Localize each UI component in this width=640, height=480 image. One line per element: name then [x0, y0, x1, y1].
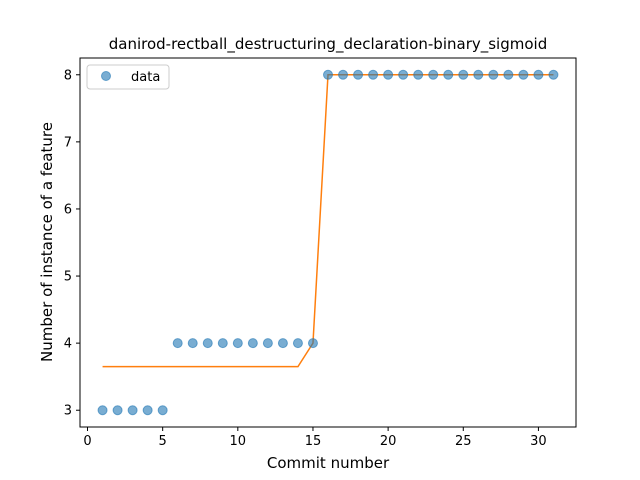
y-axis-label: Number of instance of a feature	[38, 122, 56, 362]
data-point	[368, 69, 379, 80]
x-tick-label: 10	[230, 434, 247, 449]
y-tick-label: 6	[64, 202, 72, 217]
data-point	[458, 69, 469, 80]
x-axis-label: Commit number	[267, 454, 390, 472]
data-point	[413, 69, 424, 80]
data-point	[473, 69, 484, 80]
chart-title: danirod-rectball_destructuring_declarati…	[109, 35, 547, 54]
x-tick-label: 25	[455, 434, 472, 449]
data-point	[548, 69, 559, 80]
data-point	[533, 69, 544, 80]
data-point	[353, 69, 364, 80]
y-tick-label: 3	[64, 404, 72, 419]
x-tick-label: 15	[305, 434, 322, 449]
data-point	[488, 69, 499, 80]
data-point	[232, 338, 243, 349]
data-point	[307, 338, 318, 349]
data-point	[323, 69, 333, 80]
y-tick-label: 8	[64, 68, 72, 83]
x-tick-label: 30	[530, 434, 547, 449]
data-point	[518, 69, 529, 80]
y-axis: 3 4 5 6 7 8	[64, 68, 80, 419]
data-point	[247, 338, 258, 349]
data-point	[398, 69, 409, 80]
x-axis: 0 5 10 15 20 25 30	[83, 427, 547, 449]
x-tick-label: 5	[159, 434, 167, 449]
data-point	[338, 69, 349, 80]
data-point	[97, 405, 108, 416]
data-point	[292, 338, 303, 349]
x-tick-label: 0	[83, 434, 91, 449]
data-point	[127, 405, 138, 416]
data-point	[428, 69, 439, 80]
legend-label: data	[131, 70, 160, 85]
legend: data	[86, 64, 170, 90]
data-point	[277, 338, 288, 349]
data-point	[112, 405, 123, 416]
x-tick-label: 20	[380, 434, 397, 449]
y-tick-label: 5	[64, 270, 72, 285]
data-point	[187, 338, 198, 349]
data-point	[217, 338, 228, 349]
legend-box	[86, 64, 170, 90]
data-point	[202, 338, 213, 349]
y-tick-label: 4	[64, 337, 72, 352]
axes-frame	[79, 57, 577, 428]
plot-area	[97, 69, 559, 416]
data-point	[383, 69, 394, 80]
data-point	[172, 338, 183, 349]
data-point	[443, 69, 454, 80]
data-point	[142, 405, 153, 416]
data-point	[503, 69, 514, 80]
legend-marker	[101, 71, 111, 81]
y-tick-label: 7	[64, 135, 72, 150]
data-point	[157, 405, 168, 416]
data-point	[262, 338, 273, 349]
